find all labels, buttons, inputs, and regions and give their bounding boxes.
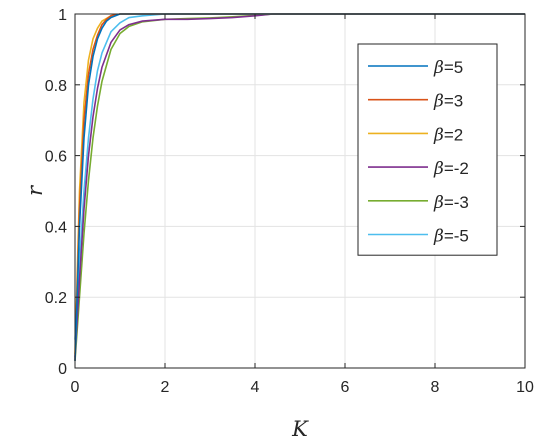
legend-label: β=-3 — [433, 193, 469, 213]
x-tick-label: 4 — [251, 379, 260, 396]
y-tick-label: 0.6 — [45, 149, 67, 166]
x-tick-label: 2 — [161, 379, 170, 396]
legend-box — [357, 43, 498, 256]
legend: β=5 β=3 β=2 β=-2 β=-3 β=-5 — [357, 43, 498, 256]
x-tick-label: 0 — [71, 379, 80, 396]
legend-label: β=2 — [433, 125, 463, 145]
legend-label: β=-2 — [433, 159, 469, 179]
axis-ticks: 0 2 4 6 8 10 0 0.2 0.4 0.6 0.8 1 — [45, 7, 534, 396]
x-axis-label: K — [291, 417, 309, 441]
x-tick-label: 10 — [516, 379, 534, 396]
y-tick-label: 0 — [58, 361, 67, 378]
legend-label: β=5 — [433, 58, 463, 78]
x-tick-label: 6 — [341, 379, 350, 396]
y-axis-label: r — [23, 184, 47, 196]
x-tick-label: 8 — [431, 379, 440, 396]
y-tick-label: 0.2 — [45, 290, 67, 307]
legend-label: β=-5 — [433, 227, 469, 247]
legend-label: β=3 — [433, 92, 463, 112]
y-tick-label: 0.4 — [45, 219, 67, 236]
plot-frame — [74, 13, 526, 369]
y-tick-label: 0.8 — [45, 78, 67, 95]
y-tick-label: 1 — [58, 7, 67, 24]
